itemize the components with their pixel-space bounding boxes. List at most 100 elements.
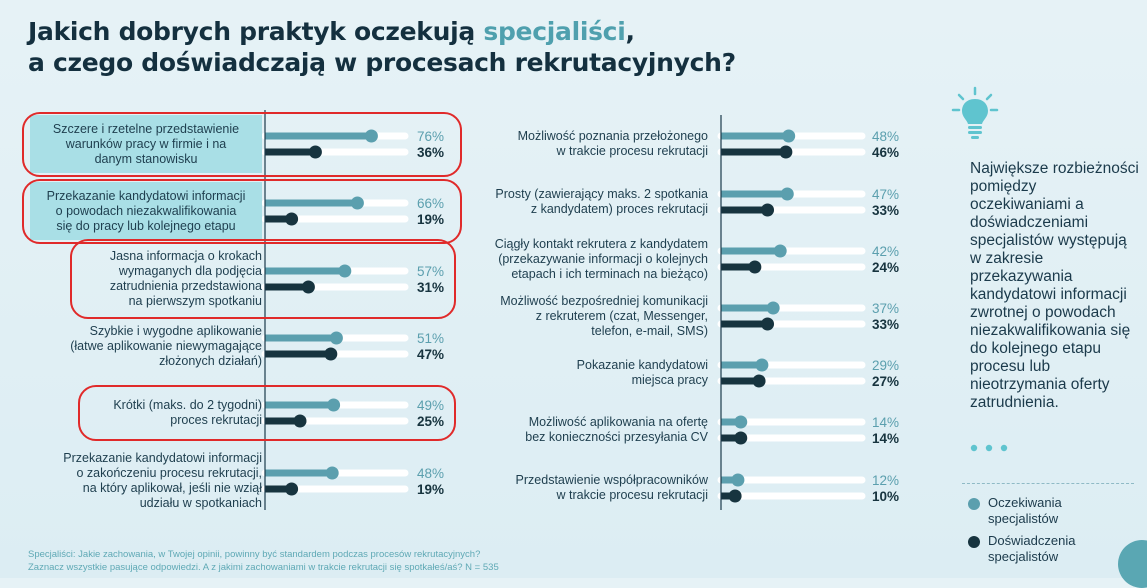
category-label-text: Szybkie i wygodne aplikowanie (łatwe apli… xyxy=(26,324,262,369)
category-label-line: warunków pracy w firmie i na xyxy=(65,136,227,151)
category-label-line: złożonych działań) xyxy=(159,353,262,368)
category-label-line: o powodach niezakwalifikowania xyxy=(55,203,237,218)
legend-divider xyxy=(962,483,1134,484)
category-label-line: Ciągły kontakt rekrutera z kandydatem xyxy=(494,236,708,251)
legend-marker-experiences xyxy=(968,536,980,548)
chart-panel-1: 76%36%66%19%57%31%51%47%49%25%48%19% xyxy=(261,129,444,497)
dot-experiences xyxy=(728,489,742,503)
category-label-line: etapach i ich terminach na bieżąco) xyxy=(511,266,708,281)
category-label-line: bez konieczności przesyłania CV xyxy=(525,430,708,444)
dot-expectations xyxy=(364,129,378,143)
dot-expectations xyxy=(773,244,787,258)
category-label-line: na pierwszym spotkaniu xyxy=(128,294,262,308)
footnote: Specjaliści: Jakie zachowania, w Twojej … xyxy=(28,548,728,574)
category-label-line: (łatwe aplikowanie niewymagające xyxy=(70,338,262,353)
value-label-experiences: 25% xyxy=(417,414,444,429)
dot-expectations xyxy=(350,196,364,210)
dot-expectations xyxy=(327,398,341,412)
category-label-line: z kandydatem) proces rekrutacji xyxy=(530,202,708,216)
category-label-line: Jasna informacja o krokach xyxy=(109,249,262,263)
value-label-experiences: 31% xyxy=(417,280,444,295)
footnote-line2: Zaznacz wszystkie pasujące odpowiedzi. A… xyxy=(28,562,499,573)
category-label: Jasna informacja o krokach wymaganych dla… xyxy=(26,249,262,309)
value-label-experiences: 47% xyxy=(417,347,444,362)
category-label-line: w trakcie procesu rekrutacji xyxy=(556,144,708,158)
chart-panel-2: 48%46%47%33%42%24%37%33%29%27%14%14%12%1… xyxy=(717,129,899,504)
value-label-expectations: 66% xyxy=(417,196,444,211)
category-label-text: Możliwość bezpośredniej komunikacji z rek… xyxy=(470,294,708,339)
category-label-line: udziału w spotkaniach xyxy=(139,496,262,510)
ellipsis-dots-icon xyxy=(970,440,1014,458)
dot-experiences xyxy=(734,431,748,445)
value-label-expectations: 48% xyxy=(872,129,899,144)
category-label: Pokazanie kandydatowi miejsca pracy xyxy=(470,358,708,388)
dot-experiences xyxy=(748,260,762,274)
category-label-line: w trakcie procesu rekrutacji xyxy=(556,488,708,502)
dot-expectations xyxy=(731,473,745,487)
category-label-text: Pokazanie kandydatowi miejsca pracy xyxy=(470,358,708,388)
footnote-line1: Specjaliści: Jakie zachowania, w Twojej … xyxy=(28,549,481,560)
dot-experiences xyxy=(308,145,322,159)
title-line1-post: , xyxy=(625,17,635,46)
value-label-experiences: 46% xyxy=(872,145,899,160)
category-label: Przekazanie kandydatowi informacji o powo… xyxy=(30,182,262,240)
dot-expectations xyxy=(782,129,796,143)
category-label-line: Możliwość poznania przełożonego xyxy=(517,129,708,143)
dot-experiences xyxy=(761,317,775,331)
value-label-expectations: 57% xyxy=(417,264,444,279)
category-label-line: na który aplikował, jeśli nie wziął xyxy=(82,481,262,495)
category-label: Szczere i rzetelne przedstawienie warunkó… xyxy=(30,115,262,173)
dot-experiences xyxy=(779,145,793,159)
category-label-line: Krótki (maks. do 2 tygodni) xyxy=(113,398,262,412)
category-label-line: proces rekrutacji xyxy=(170,413,262,427)
value-label-expectations: 37% xyxy=(872,301,899,316)
category-label-text: Jasna informacja o krokach wymaganych dla… xyxy=(26,249,262,309)
value-label-experiences: 14% xyxy=(872,431,899,446)
category-label-line: (przekazywanie informacji o kolejnych xyxy=(498,251,708,266)
category-label-line: Szybkie i wygodne aplikowanie xyxy=(89,323,262,338)
category-label-line: wymaganych dla podjęcia xyxy=(118,264,262,278)
value-label-experiences: 19% xyxy=(417,482,444,497)
category-label-text: Możliwość poznania przełożonego w trakcie… xyxy=(470,129,708,159)
category-label-line: Możliwość bezpośredniej komunikacji xyxy=(500,293,708,308)
value-label-expectations: 42% xyxy=(872,244,899,259)
value-label-experiences: 19% xyxy=(417,212,444,227)
value-label-expectations: 48% xyxy=(417,466,444,481)
dot-experiences xyxy=(285,212,299,226)
category-label-line: danym stanowisku xyxy=(94,151,198,166)
value-label-experiences: 33% xyxy=(872,317,899,332)
category-label: Przekazanie kandydatowi informacji o zako… xyxy=(26,451,262,511)
category-label-line: zatrudnienia przedstawiona xyxy=(109,279,262,293)
category-label: Przedstawienie współpracowników w trakcie… xyxy=(470,473,708,503)
dot-experiences xyxy=(293,414,307,428)
dot-experiences xyxy=(761,203,775,217)
category-label-text: Szczere i rzetelne przedstawienie warunkó… xyxy=(30,122,262,167)
value-label-expectations: 76% xyxy=(417,129,444,144)
value-label-expectations: 29% xyxy=(872,358,899,373)
page-title: Jakich dobrych praktyk oczekują specjali… xyxy=(28,16,788,78)
dot-experiences xyxy=(285,482,299,496)
value-label-experiences: 36% xyxy=(417,145,444,160)
value-label-experiences: 27% xyxy=(872,374,899,389)
legend-item-expectations: Oczekiwania specjalistów xyxy=(968,495,1098,527)
value-label-experiences: 33% xyxy=(872,203,899,218)
dot-experiences xyxy=(324,347,338,361)
value-label-expectations: 51% xyxy=(417,331,444,346)
value-label-experiences: 10% xyxy=(872,489,899,504)
category-label-line: z rekruterem (czat, Messenger, xyxy=(535,308,708,323)
category-label: Możliwość aplikowania na ofertę bez konie… xyxy=(470,415,708,445)
legend-item-experiences: Doświadczenia specjalistów xyxy=(968,533,1098,565)
dot-expectations xyxy=(766,301,780,315)
category-label: Prosty (zawierający maks. 2 spotkania z k… xyxy=(470,187,708,217)
category-label-line: Przekazanie kandydatowi informacji xyxy=(46,188,246,203)
category-label-line: telefon, e-mail, SMS) xyxy=(591,323,708,338)
category-label-line: Szczere i rzetelne przedstawienie xyxy=(52,121,240,136)
category-label-text: Przekazanie kandydatowi informacji o zako… xyxy=(26,451,262,511)
dot-expectations xyxy=(755,358,769,372)
legend-label-expectations: Oczekiwania specjalistów xyxy=(988,495,1062,526)
dot-expectations xyxy=(734,415,748,429)
category-label-text: Przekazanie kandydatowi informacji o powo… xyxy=(30,189,262,234)
value-label-experiences: 24% xyxy=(872,260,899,275)
category-label-text: Ciągły kontakt rekrutera z kandydatem (pr… xyxy=(470,237,708,282)
title-accent: specjaliści xyxy=(483,17,626,46)
